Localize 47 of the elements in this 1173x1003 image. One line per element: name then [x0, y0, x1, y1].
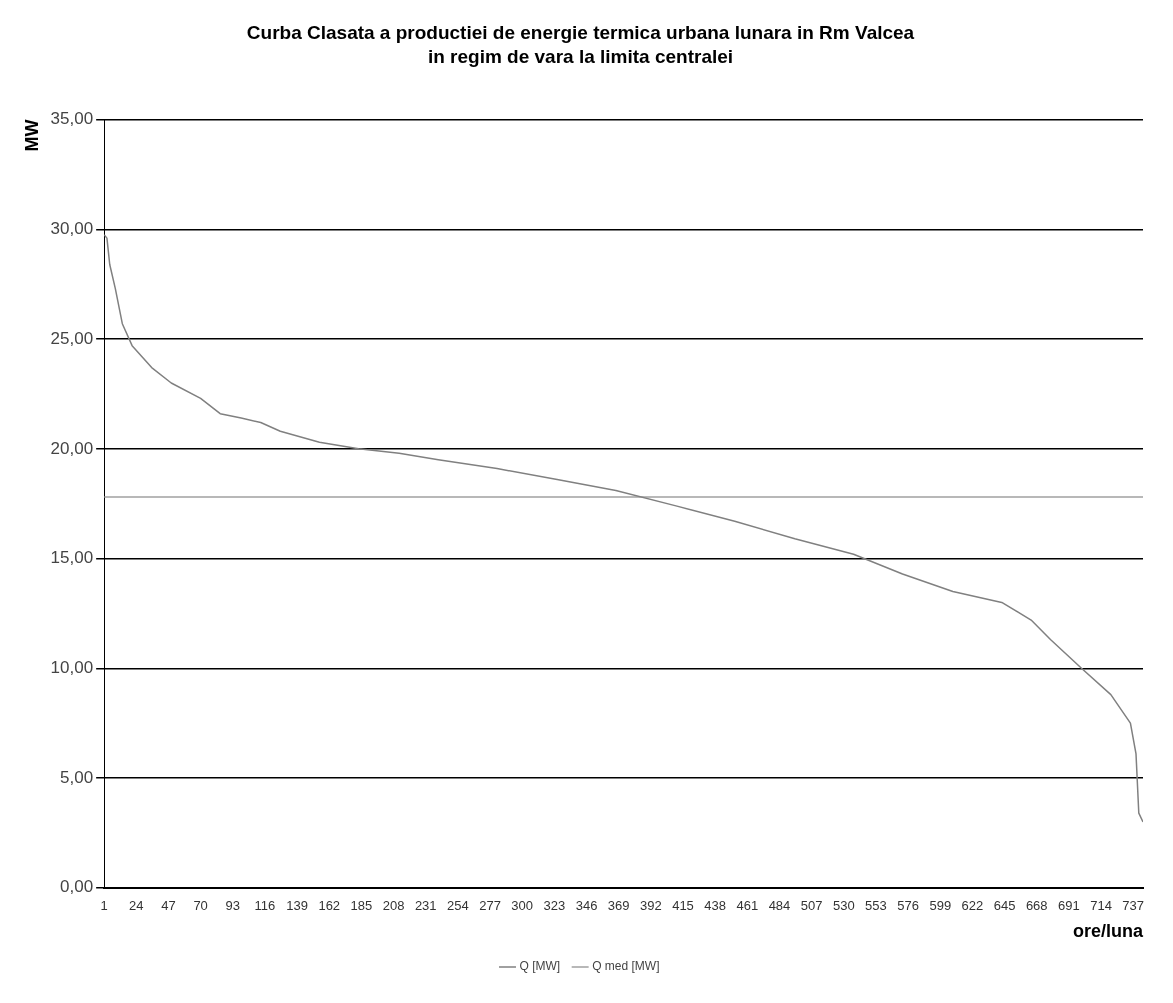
x-axis-title: ore/luna — [1072, 921, 1144, 942]
x-tick-label: 323 — [543, 898, 566, 914]
x-tick-label: 231 — [414, 898, 437, 914]
y-tick-label: 15,00 — [50, 548, 94, 568]
y-tick-label: 20,00 — [50, 438, 94, 458]
x-tick-label: 1 — [100, 898, 108, 914]
x-tick-label: 300 — [511, 898, 534, 914]
x-tick-label: 645 — [993, 898, 1016, 914]
legend-label: Q med [MW] — [592, 959, 660, 974]
x-tick-label: 70 — [193, 898, 208, 914]
x-tick-label: 691 — [1058, 898, 1080, 914]
x-tick-label: 254 — [447, 898, 469, 914]
x-tick-label: 47 — [161, 898, 176, 914]
x-tick-label: 346 — [575, 898, 598, 914]
x-tick-label: 484 — [768, 898, 791, 914]
x-tick-label: 530 — [832, 898, 855, 914]
chart-subtitle: in regim de vara la limita centralei — [427, 46, 734, 68]
y-tick-label: 30,00 — [50, 219, 94, 239]
y-tick-label: 5,00 — [60, 767, 94, 787]
x-tick-label: 162 — [318, 898, 341, 914]
x-tick-label: 576 — [897, 898, 919, 914]
x-tick-label: 714 — [1090, 898, 1112, 914]
x-tick-label: 599 — [929, 898, 952, 914]
x-tick-label: 668 — [1025, 898, 1048, 914]
x-tick-label: 277 — [479, 898, 501, 914]
x-tick-label: 116 — [254, 898, 276, 914]
x-tick-label: 415 — [672, 898, 694, 914]
x-tick-label: 553 — [865, 898, 887, 914]
x-tick-label: 622 — [961, 898, 984, 914]
y-tick-label: 10,00 — [50, 658, 94, 677]
chart-title: Curba Clasata a productiei de energie termica urbana lunara in Rm Valcea — [246, 21, 915, 43]
legend-label: Q [MW] — [519, 959, 561, 974]
y-axis-title: MW — [21, 119, 42, 152]
x-tick-label: 24 — [129, 898, 144, 914]
x-tick-label: 392 — [639, 898, 662, 914]
x-tick-label: 208 — [382, 898, 405, 914]
x-tick-label: 93 — [225, 898, 241, 914]
x-tick-label: 185 — [350, 898, 373, 914]
x-tick-label: 461 — [736, 898, 759, 914]
y-tick-label: 35,00 — [50, 109, 94, 129]
y-tick-label: 25,00 — [50, 328, 94, 348]
x-tick-label: 737 — [1122, 898, 1145, 914]
x-tick-label: 139 — [286, 898, 308, 914]
y-tick-label: 0,00 — [60, 877, 94, 897]
x-tick-label: 369 — [607, 898, 630, 914]
x-tick-label: 507 — [800, 898, 823, 914]
x-tick-label: 438 — [704, 898, 726, 914]
